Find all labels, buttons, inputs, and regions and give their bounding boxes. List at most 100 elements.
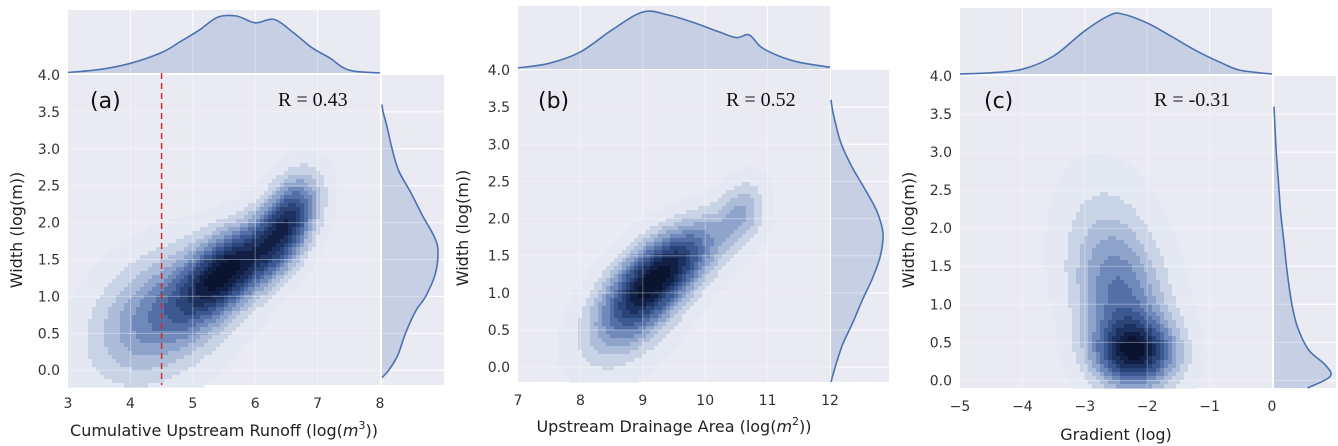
density-cell (690, 262, 695, 267)
density-cell (208, 295, 213, 300)
density-cell (152, 303, 157, 308)
density-cell (204, 351, 209, 356)
density-cell (574, 322, 579, 327)
density-cell (586, 282, 591, 287)
density-cell (1172, 268, 1177, 273)
density-cell (1132, 236, 1137, 241)
density-cell (766, 214, 771, 219)
density-cell (196, 259, 201, 264)
density-cell (1060, 268, 1065, 273)
density-cell (1064, 272, 1069, 277)
density-cell (204, 231, 209, 236)
density-cell (1120, 232, 1125, 237)
density-cell (1104, 160, 1109, 165)
density-cell (654, 290, 659, 295)
density-cell (148, 231, 153, 236)
density-cell (104, 259, 109, 264)
density-cell (630, 370, 635, 375)
density-cell (1108, 236, 1113, 241)
density-cell (180, 371, 185, 376)
density-cell (280, 227, 285, 232)
density-cell (200, 287, 205, 292)
density-cell (1092, 280, 1097, 285)
density-cell (312, 207, 317, 212)
y-tick-label: 1.0 (38, 289, 60, 305)
density-cell (666, 254, 671, 259)
density-cell (706, 258, 711, 263)
density-cell (1056, 248, 1061, 253)
density-cell (184, 375, 189, 380)
density-cell (1164, 224, 1169, 229)
density-cell (670, 230, 675, 235)
density-cell (1124, 272, 1129, 277)
density-cell (168, 239, 173, 244)
density-cell (264, 199, 269, 204)
density-cell (1136, 280, 1141, 285)
density-cell (236, 283, 241, 288)
density-cell (1172, 264, 1177, 269)
density-cell (288, 219, 293, 224)
density-cell (562, 350, 567, 355)
density-cell (1076, 276, 1081, 281)
density-cell (220, 203, 225, 208)
density-cell (1160, 220, 1165, 225)
density-cell (622, 298, 627, 303)
density-cell (658, 238, 663, 243)
density-cell (180, 343, 185, 348)
density-cell (1112, 192, 1117, 197)
density-cell (212, 351, 217, 356)
density-cell (72, 367, 77, 372)
density-cell (304, 267, 309, 272)
density-cell (1124, 180, 1129, 185)
density-cell (324, 199, 329, 204)
density-cell (626, 238, 631, 243)
density-cell (272, 295, 277, 300)
density-cell (694, 278, 699, 283)
density-cell (224, 299, 229, 304)
density-cell (702, 218, 707, 223)
density-cell (686, 250, 691, 255)
density-cell (722, 202, 727, 207)
density-cell (244, 211, 249, 216)
density-cell (168, 375, 173, 380)
density-cell (96, 295, 101, 300)
density-cell (646, 354, 651, 359)
density-cell (602, 314, 607, 319)
density-cell (124, 291, 129, 296)
density-cell (750, 214, 755, 219)
density-cell (622, 274, 627, 279)
density-cell (128, 331, 133, 336)
density-cell (132, 267, 137, 272)
density-cell (1116, 228, 1121, 233)
density-cell (662, 222, 667, 227)
density-cell (686, 218, 691, 223)
density-cell (68, 307, 73, 312)
density-cell (100, 371, 105, 376)
density-cell (1080, 252, 1085, 257)
density-cell (272, 307, 277, 312)
density-cell (108, 287, 113, 292)
density-cell (260, 223, 265, 228)
density-cell (1096, 252, 1101, 257)
density-cell (248, 195, 253, 200)
density-cell (742, 166, 747, 171)
density-cell (622, 266, 627, 271)
density-cell (264, 223, 269, 228)
density-cell (1156, 252, 1161, 257)
density-cell (68, 327, 73, 332)
density-cell (224, 223, 229, 228)
density-cell (332, 195, 337, 200)
density-cell (156, 267, 161, 272)
density-cell (128, 299, 133, 304)
density-cell (300, 259, 305, 264)
density-cell (244, 231, 249, 236)
density-cell (1076, 216, 1081, 221)
density-cell (1140, 228, 1145, 233)
density-cell (192, 367, 197, 372)
density-cell (168, 219, 173, 224)
density-cell (296, 251, 301, 256)
density-cell (244, 239, 249, 244)
density-cell (164, 239, 169, 244)
density-cell (88, 375, 93, 380)
density-cell (156, 259, 161, 264)
